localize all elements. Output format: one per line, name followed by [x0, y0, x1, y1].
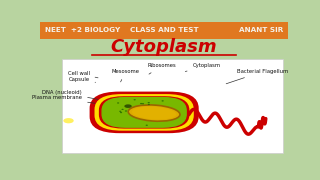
FancyBboxPatch shape [102, 98, 186, 127]
Ellipse shape [148, 102, 150, 103]
Text: Capsule: Capsule [68, 77, 96, 82]
Text: Ribosomes: Ribosomes [147, 64, 176, 74]
Text: Cytoplasm: Cytoplasm [185, 64, 221, 71]
Ellipse shape [120, 112, 122, 113]
Text: Cytoplasm: Cytoplasm [111, 38, 217, 56]
Text: Plasma membrane: Plasma membrane [32, 95, 95, 103]
Ellipse shape [125, 110, 127, 112]
Ellipse shape [122, 109, 124, 110]
Ellipse shape [117, 102, 119, 104]
Text: Bacterial Flagellum: Bacterial Flagellum [226, 69, 288, 84]
Text: Mesosome: Mesosome [112, 69, 140, 82]
FancyBboxPatch shape [40, 22, 288, 39]
Ellipse shape [142, 103, 144, 104]
Ellipse shape [128, 105, 180, 121]
Ellipse shape [140, 103, 142, 104]
Ellipse shape [133, 99, 136, 100]
FancyBboxPatch shape [94, 94, 194, 131]
FancyBboxPatch shape [99, 96, 189, 129]
Ellipse shape [119, 111, 121, 112]
Text: Cell wall: Cell wall [68, 71, 98, 78]
Ellipse shape [132, 107, 176, 120]
FancyBboxPatch shape [90, 92, 199, 133]
Ellipse shape [146, 125, 148, 126]
Ellipse shape [63, 118, 74, 123]
Ellipse shape [148, 104, 150, 105]
Ellipse shape [162, 100, 164, 102]
Text: CLASS AND TEST: CLASS AND TEST [130, 27, 198, 33]
Text: ANANT SIR: ANANT SIR [239, 27, 283, 33]
Ellipse shape [124, 104, 132, 108]
Text: DNA (nucleoid): DNA (nucleoid) [43, 90, 98, 99]
Text: NEET  +2 BIOLOGY: NEET +2 BIOLOGY [45, 27, 120, 33]
FancyBboxPatch shape [62, 59, 283, 153]
